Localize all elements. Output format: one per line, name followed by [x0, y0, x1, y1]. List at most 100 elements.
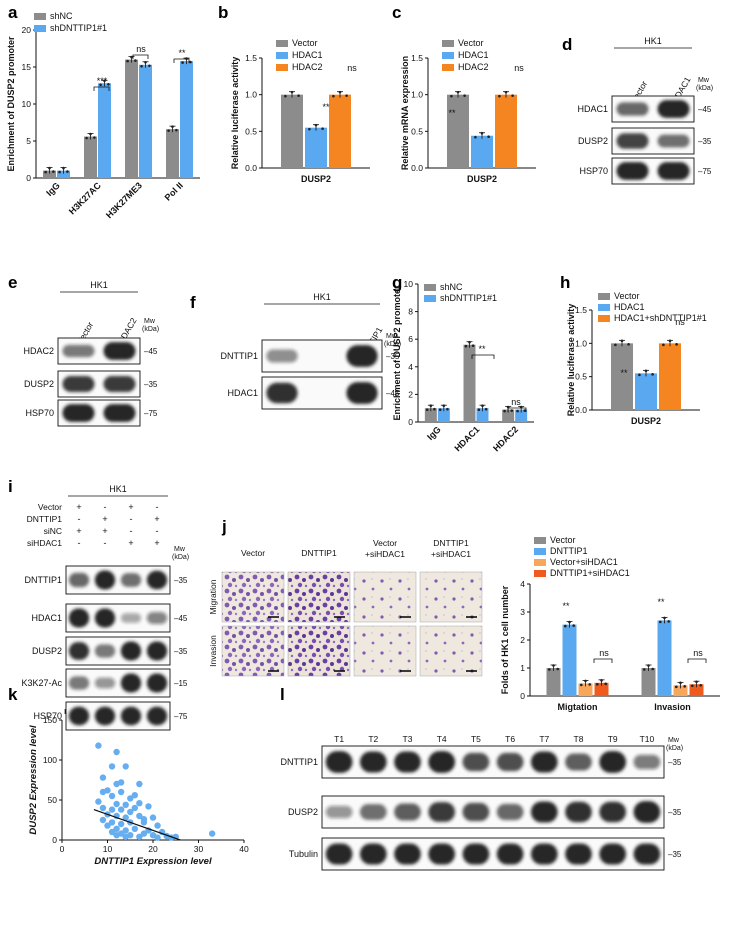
condition-sign: + [128, 502, 133, 512]
data-point [474, 135, 477, 139]
condition-label: DNTTIP1 [27, 514, 63, 524]
protein-band [120, 573, 142, 587]
data-point [568, 620, 571, 624]
condition-sign: - [104, 538, 107, 548]
mw-header-unit: (kDa) [142, 326, 159, 333]
condition-label: siNC [44, 526, 62, 536]
significance-mark: ** [562, 601, 570, 611]
protein-band [633, 754, 661, 770]
data-point [456, 90, 460, 94]
blot-f: HK1InputIgGDNTTIP1Mw(kDa)DNTTIP1–35HDAC1… [220, 292, 401, 410]
protein-band [146, 570, 168, 590]
data-point [345, 94, 348, 97]
bar [635, 373, 657, 410]
legend-label: Vector+siHDAC1 [550, 557, 618, 567]
protein-band [359, 804, 387, 820]
protein-band [616, 162, 649, 180]
bar [657, 620, 672, 696]
y-tick-label: 0.0 [245, 163, 257, 173]
cell-line-label: HK1 [313, 292, 331, 302]
bar [546, 668, 561, 696]
legend-label: HDAC2 [292, 62, 323, 72]
protein-band [394, 803, 421, 821]
scatter-point [117, 820, 125, 828]
legend-swatch [534, 548, 546, 555]
mw-marker: –75 [698, 167, 712, 176]
micrograph [419, 625, 483, 677]
data-point [498, 94, 501, 98]
scatter-point [113, 832, 120, 839]
data-point [548, 668, 551, 671]
x-axis-label: DUSP2 [301, 174, 331, 184]
mw-header-unit: (kDa) [666, 745, 683, 752]
bar [641, 668, 656, 696]
scatter-point [95, 742, 102, 749]
protein-band [633, 801, 661, 823]
mw-marker: –45 [144, 347, 158, 356]
protein-band [120, 706, 142, 726]
data-point [52, 170, 55, 173]
scatter-point [140, 830, 148, 837]
data-point [107, 82, 110, 86]
bar [594, 682, 609, 696]
protein-band [346, 382, 378, 404]
y-axis-label: DUSP2 Expression level [28, 725, 39, 835]
y-tick-label: 8 [408, 307, 413, 317]
micrograph [419, 571, 483, 623]
lane-label: T4 [437, 734, 447, 744]
protein-band [462, 752, 490, 772]
y-tick-label: 6 [408, 334, 413, 344]
data-point [134, 59, 137, 62]
data-point [644, 369, 648, 373]
legend-swatch [34, 13, 46, 20]
scatter-point [154, 834, 161, 841]
protein-band [146, 641, 168, 661]
bar [673, 685, 688, 696]
panel-label-c: c [392, 3, 401, 22]
data-point [695, 680, 698, 684]
protein-label: K3K27-Ac [21, 678, 62, 688]
mw-header-unit: (kDa) [172, 554, 189, 561]
data-point [99, 83, 102, 87]
bar [166, 129, 179, 178]
scatter-point [136, 780, 143, 788]
condition-sign: + [76, 526, 81, 536]
mw-marker: –35 [668, 758, 682, 767]
y-axis-label: Relative mRNA expression [400, 56, 410, 170]
data-point [620, 339, 624, 343]
y-axis-label: Relative luciferase activity [566, 304, 576, 417]
mw-marker: –35 [174, 647, 188, 656]
protein-band [530, 801, 558, 823]
data-point [308, 127, 311, 131]
panel-label-e: e [8, 273, 17, 292]
fit-line [93, 809, 181, 841]
protein-label: DUSP2 [578, 136, 608, 146]
data-point [297, 94, 300, 97]
y-tick-label: 1.0 [411, 90, 423, 100]
x-tick-label: H3K27AC [67, 180, 103, 216]
protein-band [94, 644, 116, 658]
legend-label: Vector [458, 38, 484, 48]
data-point [433, 407, 436, 411]
protein-band [530, 751, 558, 773]
bar [125, 59, 138, 178]
protein-band [359, 843, 387, 865]
legend-label: Vector [550, 535, 576, 545]
lane-label: T7 [539, 734, 549, 744]
scatter-point [122, 801, 129, 808]
protein-band [359, 751, 387, 773]
data-point [662, 343, 665, 347]
legend-swatch [34, 25, 46, 32]
significance-mark: ** [657, 597, 665, 607]
significance-mark: ** [448, 108, 456, 118]
protein-band [62, 375, 95, 393]
x-tick-label: 40 [239, 844, 249, 854]
bar [689, 684, 704, 696]
y-tick-label: 0 [26, 173, 31, 183]
row-label: Migration [208, 579, 218, 614]
column-label: DNTTIP1 [433, 538, 469, 548]
scatter-point [117, 806, 125, 813]
y-axis-label: Folds of HK1 cell number [500, 585, 510, 694]
condition-sign: - [104, 502, 107, 512]
protein-band [428, 751, 456, 773]
